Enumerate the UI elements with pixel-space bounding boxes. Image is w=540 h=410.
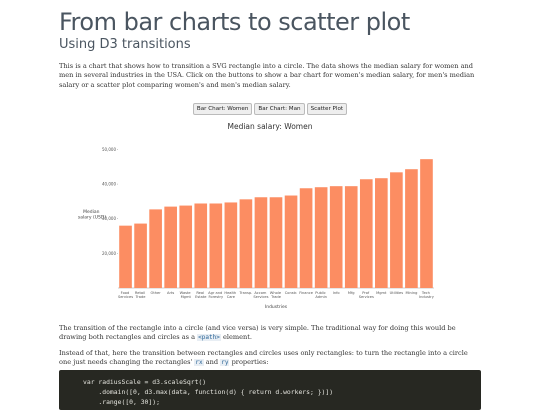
x-tick-label-line: Prof <box>362 291 370 295</box>
button[interactable]: Bar Chart: Women <box>192 103 253 115</box>
bar <box>209 203 223 288</box>
bar <box>344 186 358 288</box>
bar <box>359 179 373 288</box>
y-axis-label: Median salary (USD) <box>78 209 106 221</box>
paragraph: Instead of that, here the transition bet… <box>59 349 479 368</box>
x-tick-label: Transp. <box>238 291 252 295</box>
x-tick-label-line: Mgmt <box>181 295 192 299</box>
bar <box>314 187 328 288</box>
x-tick-label: Food Services <box>118 291 133 299</box>
x-tick-label: Prof Services <box>359 291 374 299</box>
bar <box>224 202 238 288</box>
x-tick-label: Mining <box>405 291 417 295</box>
x-tick-label-line: Industry <box>419 295 435 299</box>
bar <box>239 199 253 288</box>
x-tick-label: Mgmt <box>376 291 387 295</box>
x-tick-label: Other <box>151 291 162 295</box>
x-tick-label-line: Services <box>118 295 133 299</box>
bar <box>119 225 132 288</box>
code-line: .domain([0, d3.max(data, function(d) { r… <box>83 388 334 396</box>
x-tick-label: Agr and Forestry <box>208 291 224 299</box>
intro-text: This is a chart that shows how to transi… <box>59 62 475 89</box>
x-tick-label: Waste Mgmt <box>180 291 192 299</box>
x-tick-label-line: Tech <box>421 291 431 295</box>
y-tick-label: 50,000 <box>102 147 116 152</box>
text: properties: <box>229 358 269 367</box>
x-tick-label: Finance <box>299 291 314 295</box>
x-tick-label: Whole Trade <box>270 291 282 299</box>
x-tick-label-line: Services <box>359 295 374 299</box>
x-tick-label: Utilities <box>390 291 404 295</box>
x-tick-label: Tech Industry <box>419 291 435 299</box>
x-tick-label-line: Agr and <box>208 291 223 295</box>
bar <box>329 186 343 288</box>
page-title: From bar charts to scatter plot <box>59 8 410 36</box>
x-tick-label-line: Waste <box>180 291 192 295</box>
x-tick-label-line: Admin <box>315 295 326 299</box>
x-tick-label-line: Forestry <box>208 295 224 299</box>
x-tick-label-line: Public <box>315 291 327 295</box>
x-tick-label-line: Trade <box>270 295 282 299</box>
x-tick-label: Constr. <box>285 291 298 295</box>
x-tick-label-line: Real <box>196 291 205 295</box>
bar <box>269 197 283 288</box>
x-tick-label-line: Retail <box>135 291 146 295</box>
button-group: Bar Chart: Women Bar Chart: Man Scatter Pl… <box>0 103 540 115</box>
x-tick-label-line: Services <box>253 295 268 299</box>
bar <box>405 169 418 288</box>
code-line: var radiusScale = d3.scaleSqrt() <box>83 378 207 386</box>
x-tick-label: Public Admin <box>315 291 327 299</box>
code-block: var radiusScale = d3.scaleSqrt() .domain… <box>59 370 481 410</box>
x-tick-label-line: Accom <box>254 291 267 295</box>
text: and <box>203 358 221 367</box>
inline-code: <path> <box>197 334 221 342</box>
bar <box>179 205 193 288</box>
x-tick-label-line: Whole <box>270 291 282 295</box>
x-tick-label-line: Care <box>227 295 236 299</box>
bar <box>284 195 298 288</box>
x-tick-label: Info <box>333 291 340 295</box>
y-axis-label-line: salary (USD) <box>78 215 106 221</box>
bar <box>134 223 147 288</box>
x-tick-label-line: Estate <box>195 295 207 299</box>
chart: Median salary: Women 20,000 30,000 40,000 5… <box>78 122 435 310</box>
bar <box>420 159 433 288</box>
x-tick-label-line: Food <box>121 291 131 295</box>
text: The transition of the rectangle into a c… <box>59 324 456 342</box>
bar <box>299 188 313 288</box>
inline-code: ry <box>220 359 230 367</box>
x-tick-label: Mfg <box>348 291 355 295</box>
chart-title: Median salary: Women <box>228 122 313 131</box>
x-tick-label: Retail Trade <box>135 291 147 299</box>
bar <box>164 206 177 288</box>
y-axis-label-line: Median <box>83 209 101 215</box>
x-axis-label: Industries <box>265 304 288 310</box>
bar <box>254 197 268 288</box>
button[interactable]: Scatter Plot <box>306 103 348 115</box>
paragraph: The transition of the rectangle into a c… <box>59 324 479 343</box>
x-tick-label: Accom Services <box>253 291 268 299</box>
bar <box>390 172 403 288</box>
x-tick-label: Health Care <box>224 291 237 299</box>
bar <box>375 178 388 288</box>
text: Instead of that, here the transition bet… <box>59 349 468 367</box>
button[interactable]: Bar Chart: Man <box>254 103 305 115</box>
x-tick-label-line: Trade <box>135 295 147 299</box>
bar <box>149 209 162 288</box>
y-tick-label: 30,000 <box>102 216 116 221</box>
inline-code: rx <box>194 359 204 367</box>
bar <box>194 203 208 288</box>
page-subtitle: Using D3 transitions <box>59 37 191 52</box>
text: element. <box>220 333 253 342</box>
code-line: .range([0, 30]); <box>83 398 160 406</box>
y-tick-label: 40,000 <box>102 182 116 187</box>
y-tick-label: 20,000 <box>102 251 116 256</box>
x-tick-label: Real Estate <box>195 291 207 299</box>
x-tick-label: Arts <box>167 291 174 295</box>
x-tick-label-line: Health <box>224 291 237 295</box>
